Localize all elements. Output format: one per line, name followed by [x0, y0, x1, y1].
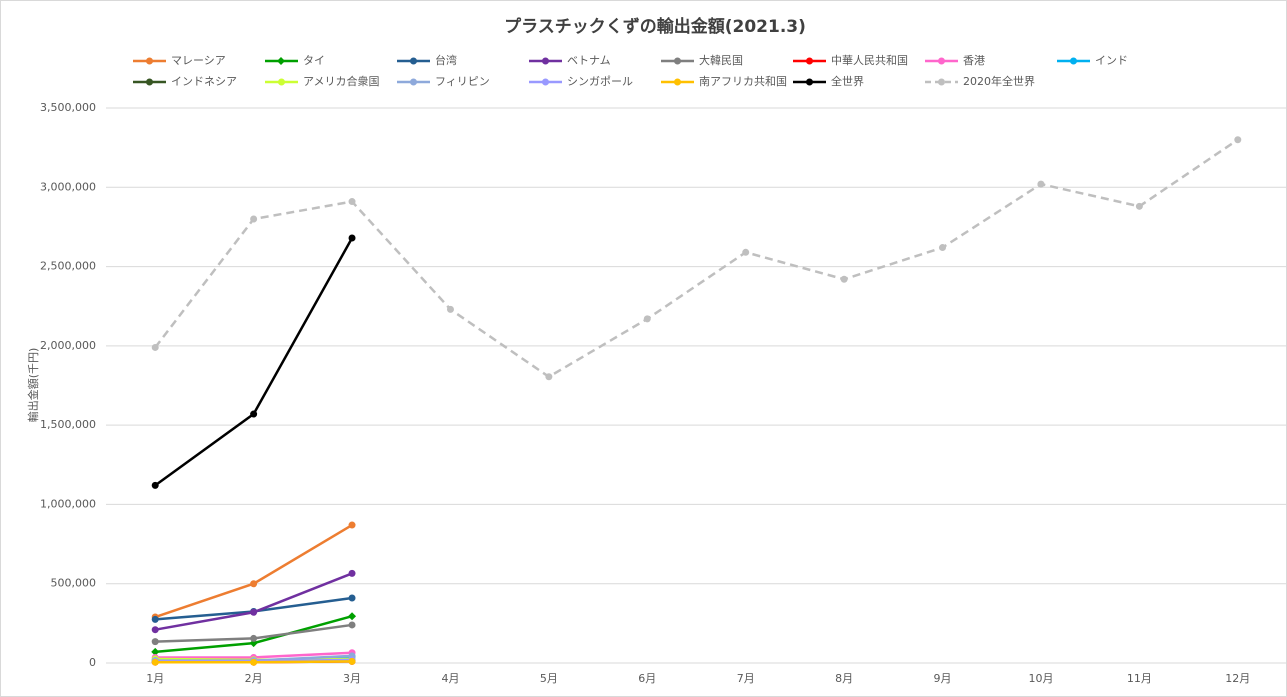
legend-label: 全世界	[831, 74, 864, 88]
legend-label: 大韓民国	[699, 53, 743, 67]
point	[250, 658, 258, 666]
y-tick-label: 3,500,000	[40, 101, 96, 114]
y-tick-label: 3,000,000	[40, 180, 96, 193]
point	[348, 198, 356, 206]
legend-label: 南アフリカ共和国	[699, 75, 787, 88]
y-tick-label: 2,000,000	[40, 339, 96, 352]
x-tick-label: 5月	[540, 672, 558, 685]
legend-marker	[806, 78, 813, 86]
point	[446, 305, 454, 313]
legend-marker	[938, 78, 945, 86]
point	[151, 615, 159, 623]
y-tick-label: 2,500,000	[40, 260, 96, 273]
x-tick-label: 8月	[835, 672, 853, 685]
point	[151, 658, 159, 666]
legend-label: 香港	[963, 54, 985, 67]
point	[348, 569, 356, 577]
x-tick-label: 7月	[737, 672, 755, 685]
point	[151, 638, 159, 646]
point	[250, 608, 258, 616]
point	[151, 343, 159, 351]
point	[348, 612, 357, 621]
legend-label: インドネシア	[171, 75, 237, 88]
legend-marker	[410, 78, 417, 86]
legend-label: フィリピン	[435, 75, 490, 88]
legend-label: インド	[1095, 54, 1128, 67]
point	[1037, 180, 1045, 188]
legend-marker	[542, 78, 549, 86]
legend-label: タイ	[303, 54, 325, 67]
chart-title: プラスチックくずの輸出金額(2021.3)	[504, 16, 806, 37]
legend-marker	[674, 57, 681, 65]
point	[250, 634, 258, 642]
legend-label: 2020年全世界	[963, 74, 1035, 88]
legend-label: 台湾	[435, 53, 457, 67]
point	[151, 481, 159, 489]
point	[545, 373, 553, 381]
x-tick-label: 6月	[638, 672, 656, 685]
point	[348, 521, 356, 529]
legend-label: ベトナム	[567, 54, 611, 67]
legend-marker	[674, 78, 681, 86]
point	[939, 244, 947, 252]
legend-marker	[277, 57, 285, 65]
x-tick-label: 2月	[245, 672, 263, 685]
point	[840, 275, 848, 283]
x-tick-label: 9月	[934, 672, 952, 685]
y-axis-label: 輸出金額(千円)	[26, 348, 40, 423]
point	[151, 647, 160, 656]
legend-marker	[278, 78, 285, 86]
x-tick-label: 10月	[1028, 672, 1053, 685]
x-tick-label: 1月	[146, 672, 164, 685]
point	[742, 248, 750, 256]
point	[1135, 202, 1143, 210]
point	[348, 594, 356, 602]
y-tick-label: 500,000	[51, 577, 97, 590]
legend-marker	[146, 78, 153, 86]
legend-marker	[1070, 57, 1077, 65]
legend-label: アメリカ合衆国	[303, 74, 379, 88]
legend-label: 中華人民共和国	[831, 54, 908, 67]
x-tick-label: 11月	[1127, 672, 1152, 685]
legend-marker	[542, 57, 549, 65]
point	[348, 234, 356, 242]
y-tick-label: 1,500,000	[40, 418, 96, 431]
point	[348, 657, 356, 665]
legend-marker	[146, 57, 153, 65]
legend-label: マレーシア	[171, 54, 226, 67]
point	[250, 580, 258, 588]
x-tick-label: 12月	[1225, 672, 1250, 685]
point	[250, 410, 258, 418]
x-tick-label: 3月	[343, 672, 361, 685]
legend-marker	[806, 57, 813, 65]
legend-marker	[938, 57, 945, 65]
y-tick-label: 0	[89, 656, 96, 669]
series-line	[154, 138, 1239, 379]
y-tick-label: 1,000,000	[40, 497, 96, 510]
x-tick-label: 4月	[441, 672, 459, 685]
point	[151, 626, 159, 634]
point	[1234, 136, 1242, 144]
point	[348, 621, 356, 629]
point	[643, 315, 651, 323]
legend-label: シンガポール	[567, 75, 633, 88]
point	[250, 215, 258, 223]
legend-marker	[410, 57, 417, 65]
